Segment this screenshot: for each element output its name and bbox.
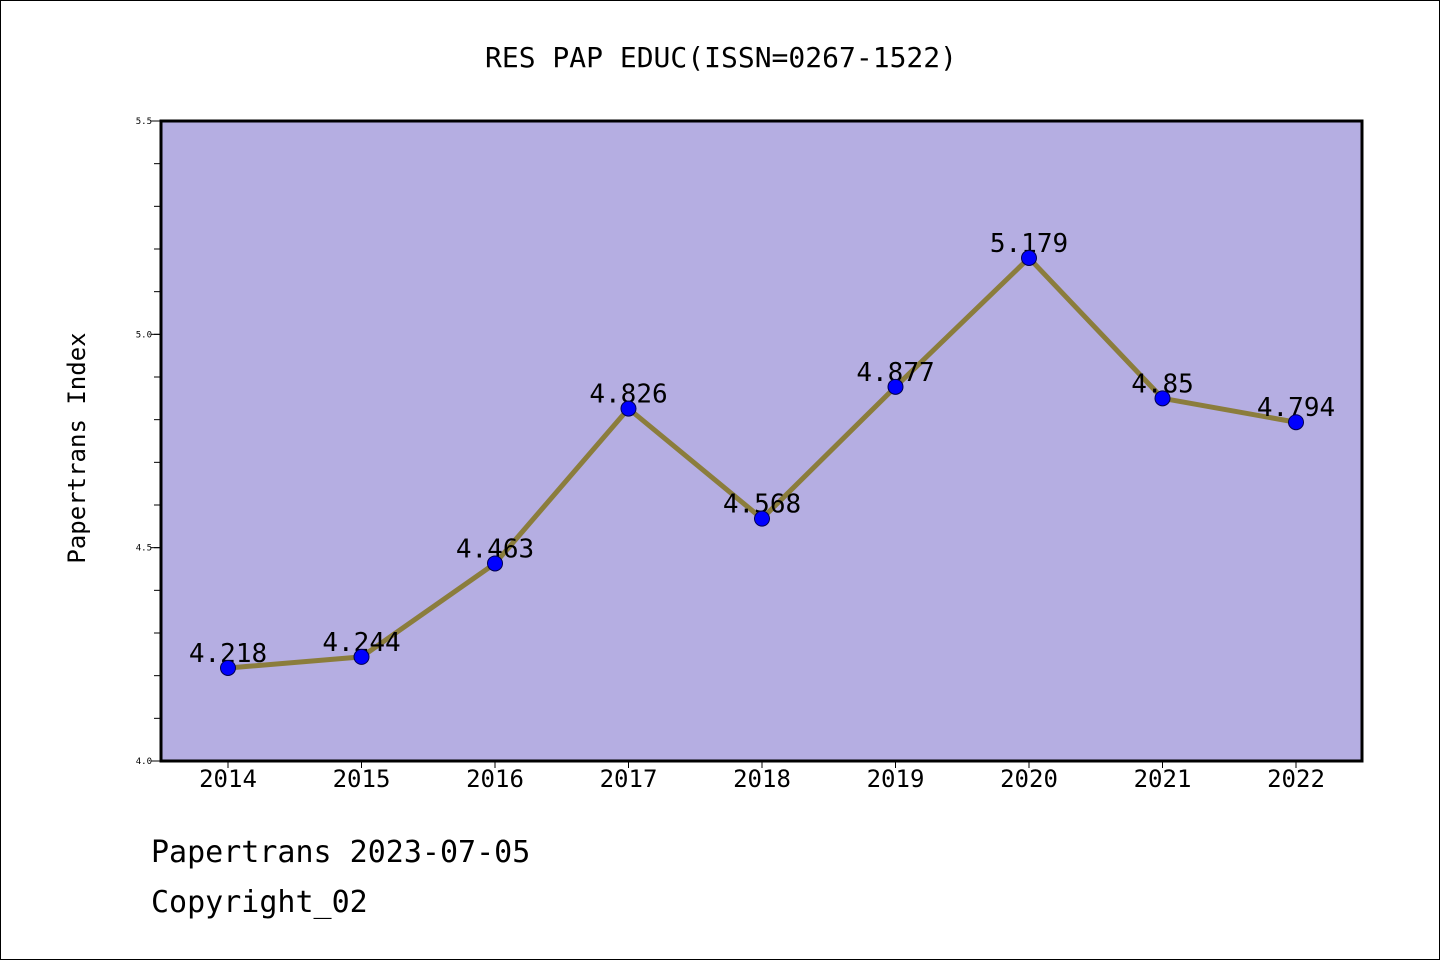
y-tick-label: 5.0 xyxy=(136,330,152,340)
data-point xyxy=(1021,249,1037,266)
x-tick-label: 2022 xyxy=(1267,765,1325,793)
x-tick-label: 2015 xyxy=(333,765,391,793)
y-tick-label: 4.0 xyxy=(136,757,152,767)
chart-title: RES PAP EDUC(ISSN=0267-1522) xyxy=(485,41,957,74)
y-tick-label: 4.5 xyxy=(136,544,152,554)
x-tick-label: 2019 xyxy=(867,765,925,793)
data-point xyxy=(1288,414,1304,431)
x-tick-label: 2021 xyxy=(1134,765,1192,793)
y-tick-label: 5.5 xyxy=(136,117,152,127)
x-tick-label: 2018 xyxy=(733,765,791,793)
data-point xyxy=(887,378,904,395)
data-point xyxy=(220,659,236,676)
footer-copyright-line: Copyright_02 xyxy=(151,885,368,920)
data-point xyxy=(353,648,370,665)
x-tick-label: 2017 xyxy=(600,765,658,793)
x-tick-label: 2016 xyxy=(466,765,524,793)
y-axis-label: Papertrans Index xyxy=(63,332,91,563)
data-point xyxy=(620,400,637,417)
plot-frame xyxy=(159,119,1364,763)
data-point xyxy=(487,555,503,572)
plot-background xyxy=(161,121,1362,761)
plot-area: 4.0 4.5 5.0 5.5 2014 2015 2016 2017 2018 2019 2020… xyxy=(136,117,1364,793)
data-point xyxy=(1154,390,1171,407)
data-point xyxy=(754,510,770,527)
footer-date-line: Papertrans 2023-07-05 xyxy=(151,835,531,870)
x-tick-label: 2014 xyxy=(199,765,257,793)
x-tick-label: 2020 xyxy=(1000,765,1058,793)
